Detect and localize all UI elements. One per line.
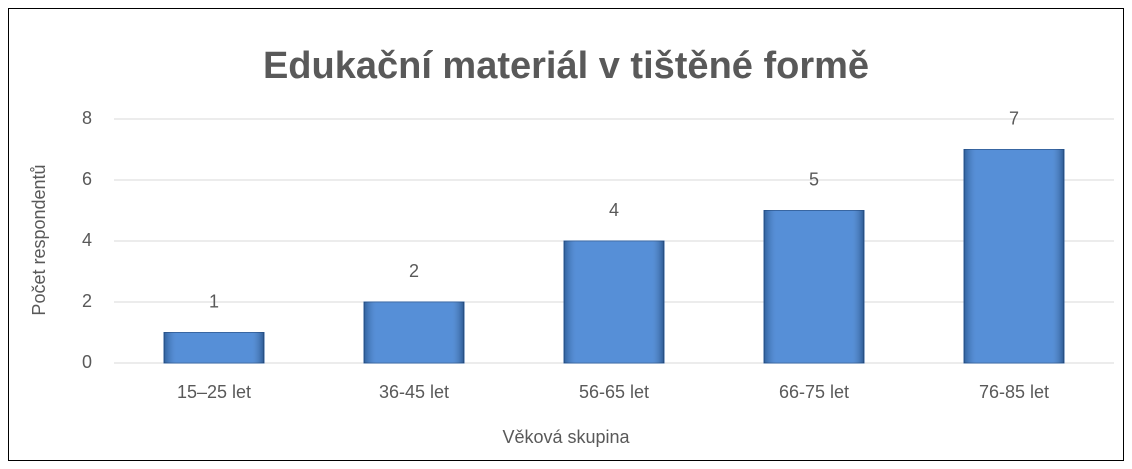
- y-tick-label: 2: [82, 291, 92, 311]
- x-tick-label: 66-75 let: [779, 382, 849, 402]
- data-label: 5: [809, 169, 819, 189]
- y-tick-label: 4: [82, 230, 92, 250]
- data-label: 1: [209, 291, 219, 311]
- y-tick-label: 8: [82, 108, 92, 128]
- y-tick-label: 6: [82, 169, 92, 189]
- data-label: 2: [409, 261, 419, 281]
- x-tick-label: 15–25 let: [177, 382, 251, 402]
- x-axis-label: Věková skupina: [502, 427, 630, 447]
- x-tick-label: 36-45 let: [379, 382, 449, 402]
- data-label: 4: [609, 200, 619, 220]
- bar-shading: [964, 149, 1064, 363]
- x-tick-label: 76-85 let: [979, 382, 1049, 402]
- data-label: 7: [1009, 108, 1019, 128]
- x-tick-label: 56-65 let: [579, 382, 649, 402]
- bar-shading: [364, 302, 464, 363]
- bar-shading: [764, 210, 864, 363]
- y-axis-label: Počet respondentů: [29, 164, 49, 315]
- bar-shading: [164, 332, 264, 363]
- chart-frame: [8, 8, 1124, 461]
- y-tick-label: 0: [82, 352, 92, 372]
- chart-title: Edukační materiál v tištěné formě: [263, 45, 869, 87]
- bar-shading: [564, 241, 664, 363]
